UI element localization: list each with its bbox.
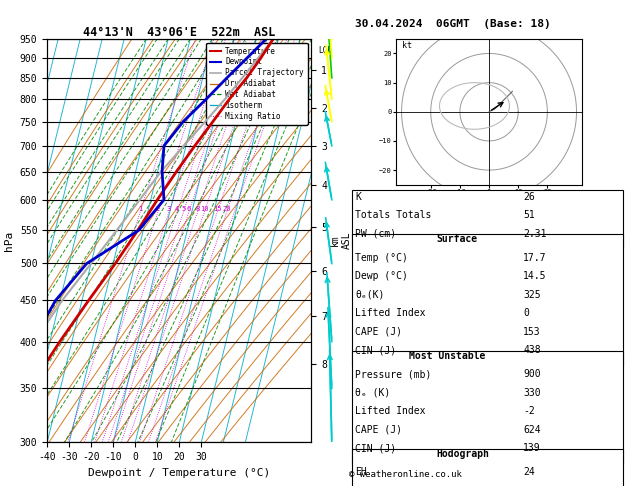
Text: 4: 4 (175, 206, 179, 211)
Text: Pressure (mb): Pressure (mb) (355, 369, 431, 379)
Text: 30.04.2024  06GMT  (Base: 18): 30.04.2024 06GMT (Base: 18) (355, 19, 551, 30)
Text: kt: kt (401, 41, 411, 50)
Text: LCL: LCL (318, 46, 332, 54)
Title: 44°13'N  43°06'E  522m  ASL: 44°13'N 43°06'E 522m ASL (83, 26, 276, 39)
Text: Lifted Index: Lifted Index (355, 308, 426, 318)
Text: 438: 438 (523, 345, 541, 355)
Text: 139: 139 (523, 443, 541, 453)
Text: Temp (°C): Temp (°C) (355, 253, 408, 263)
Text: θₑ(K): θₑ(K) (355, 290, 385, 300)
Text: Dewp (°C): Dewp (°C) (355, 271, 408, 281)
Text: -2: -2 (523, 406, 535, 416)
Text: Most Unstable: Most Unstable (409, 351, 486, 361)
Text: 8: 8 (196, 206, 200, 211)
Text: 14.5: 14.5 (523, 271, 547, 281)
Y-axis label: km
ASL: km ASL (330, 232, 352, 249)
Text: Lifted Index: Lifted Index (355, 406, 426, 416)
Text: EH: EH (355, 467, 367, 477)
Text: 2: 2 (156, 206, 160, 211)
Text: 1: 1 (138, 206, 142, 211)
Text: 330: 330 (523, 388, 541, 398)
Y-axis label: hPa: hPa (4, 230, 14, 251)
Text: 24: 24 (523, 467, 535, 477)
Text: 153: 153 (523, 327, 541, 337)
Text: 26: 26 (523, 192, 535, 202)
Text: Surface: Surface (437, 234, 477, 244)
Text: CIN (J): CIN (J) (355, 345, 396, 355)
Text: © weatheronline.co.uk: © weatheronline.co.uk (349, 469, 462, 479)
Text: 0: 0 (523, 308, 529, 318)
Text: 2.31: 2.31 (523, 229, 547, 239)
Text: 5: 5 (181, 206, 186, 211)
Text: K: K (355, 192, 361, 202)
Text: θₑ (K): θₑ (K) (355, 388, 391, 398)
Text: 900: 900 (523, 369, 541, 379)
Text: 51: 51 (523, 210, 535, 221)
Text: 624: 624 (523, 425, 541, 434)
Text: 325: 325 (523, 290, 541, 300)
Text: PW (cm): PW (cm) (355, 229, 396, 239)
X-axis label: Dewpoint / Temperature (°C): Dewpoint / Temperature (°C) (88, 468, 270, 478)
Text: 10: 10 (200, 206, 209, 211)
Text: CAPE (J): CAPE (J) (355, 425, 403, 434)
Text: 6: 6 (187, 206, 191, 211)
Text: Totals Totals: Totals Totals (355, 210, 431, 221)
Text: CIN (J): CIN (J) (355, 443, 396, 453)
Text: 20: 20 (223, 206, 231, 211)
Text: Hodograph: Hodograph (437, 449, 489, 459)
Legend: Temperature, Dewpoint, Parcel Trajectory, Dry Adiabat, Wet Adiabat, Isotherm, Mi: Temperature, Dewpoint, Parcel Trajectory… (206, 43, 308, 125)
Text: 15: 15 (213, 206, 221, 211)
Text: CAPE (J): CAPE (J) (355, 327, 403, 337)
Text: 17.7: 17.7 (523, 253, 547, 263)
Text: 3: 3 (167, 206, 171, 211)
